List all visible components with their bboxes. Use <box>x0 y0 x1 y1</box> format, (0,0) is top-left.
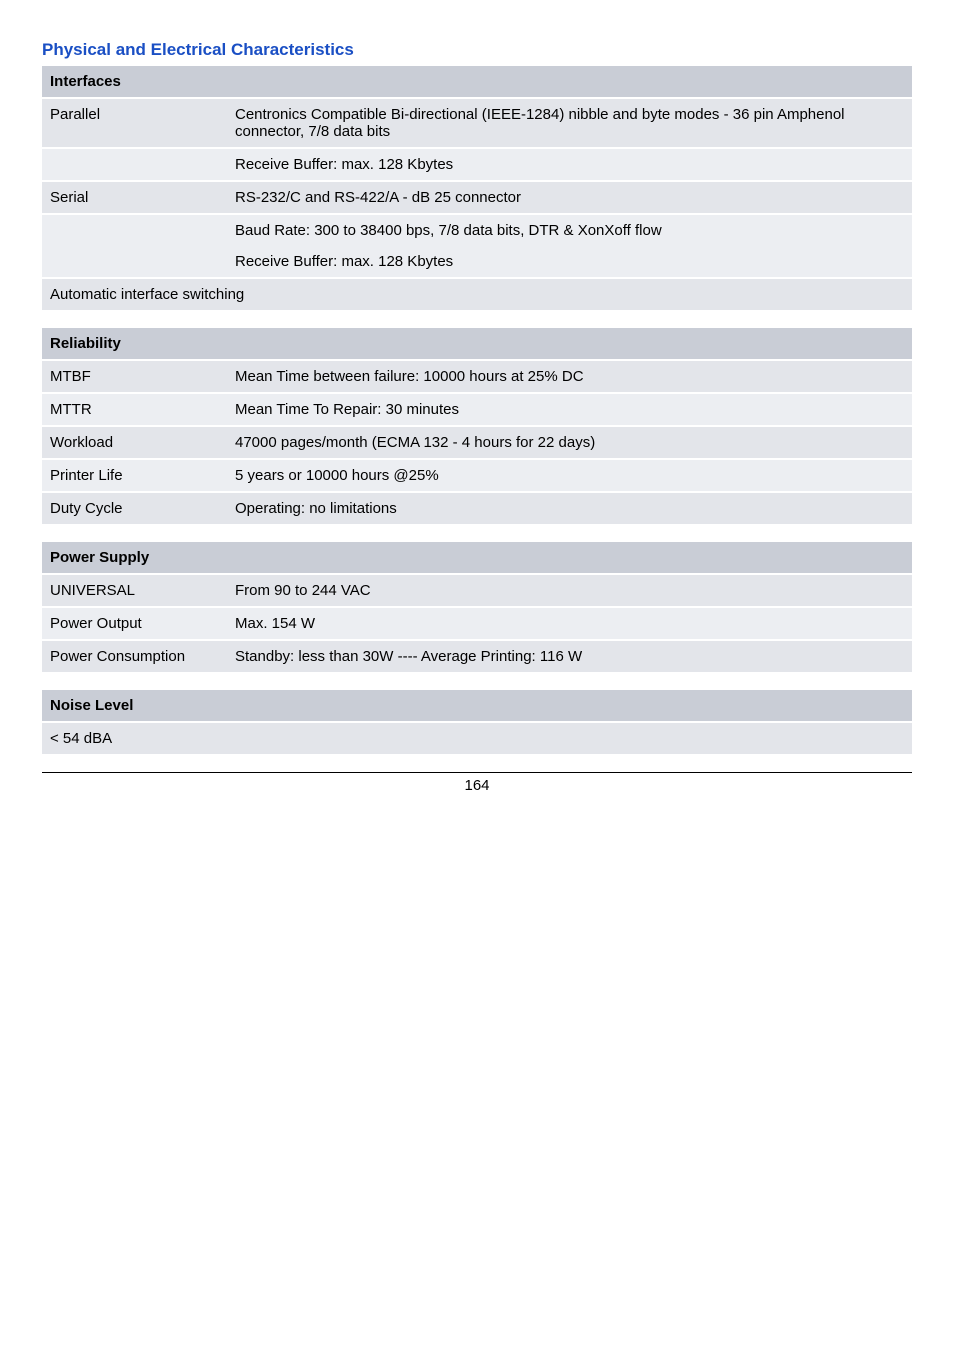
cell-value: Receive Buffer: max. 128 Kbytes <box>227 148 912 181</box>
table-row: Power Consumption Standby: less than 30W… <box>42 640 912 672</box>
reliability-header: Reliability <box>42 328 912 360</box>
table-row: Printer Life 5 years or 10000 hours @25% <box>42 459 912 492</box>
cell-label <box>42 246 227 278</box>
cell-value: RS-232/C and RS-422/A - dB 25 connector <box>227 181 912 214</box>
cell-value: 47000 pages/month (ECMA 132 - 4 hours fo… <box>227 426 912 459</box>
table-row: Workload 47000 pages/month (ECMA 132 - 4… <box>42 426 912 459</box>
cell-label: Printer Life <box>42 459 227 492</box>
cell-label: MTBF <box>42 360 227 393</box>
noise-level-table: Noise Level < 54 dBA <box>42 690 912 754</box>
cell-value: 5 years or 10000 hours @25% <box>227 459 912 492</box>
power-supply-header-row: Power Supply <box>42 542 912 574</box>
cell-value: Centronics Compatible Bi-directional (IE… <box>227 98 912 148</box>
table-row: Duty Cycle Operating: no limitations <box>42 492 912 524</box>
cell-value: From 90 to 244 VAC <box>227 574 912 607</box>
table-row: Baud Rate: 300 to 38400 bps, 7/8 data bi… <box>42 214 912 246</box>
cell-label: UNIVERSAL <box>42 574 227 607</box>
noise-level-header: Noise Level <box>42 690 912 722</box>
cell-value: < 54 dBA <box>42 722 912 754</box>
table-row: MTTR Mean Time To Repair: 30 minutes <box>42 393 912 426</box>
cell-label: Power Consumption <box>42 640 227 672</box>
power-supply-header: Power Supply <box>42 542 912 574</box>
reliability-table: Reliability MTBF Mean Time between failu… <box>42 328 912 524</box>
cell-label <box>42 148 227 181</box>
cell-value: Max. 154 W <box>227 607 912 640</box>
table-row: Serial RS-232/C and RS-422/A - dB 25 con… <box>42 181 912 214</box>
table-row: < 54 dBA <box>42 722 912 754</box>
interfaces-table: Interfaces Parallel Centronics Compatibl… <box>42 66 912 310</box>
cell-value: Baud Rate: 300 to 38400 bps, 7/8 data bi… <box>227 214 912 246</box>
page-number: 164 <box>42 772 912 794</box>
reliability-header-row: Reliability <box>42 328 912 360</box>
cell-label: MTTR <box>42 393 227 426</box>
section-title: Physical and Electrical Characteristics <box>42 40 912 60</box>
table-row: Receive Buffer: max. 128 Kbytes <box>42 246 912 278</box>
table-row: MTBF Mean Time between failure: 10000 ho… <box>42 360 912 393</box>
cell-label <box>42 214 227 246</box>
cell-label: Workload <box>42 426 227 459</box>
cell-value: Mean Time To Repair: 30 minutes <box>227 393 912 426</box>
cell-value: Standby: less than 30W ---- Average Prin… <box>227 640 912 672</box>
table-row: Power Output Max. 154 W <box>42 607 912 640</box>
cell-label: Serial <box>42 181 227 214</box>
power-supply-table: Power Supply UNIVERSAL From 90 to 244 VA… <box>42 542 912 672</box>
cell-value: Operating: no limitations <box>227 492 912 524</box>
table-row: UNIVERSAL From 90 to 244 VAC <box>42 574 912 607</box>
table-row: Parallel Centronics Compatible Bi-direct… <box>42 98 912 148</box>
interfaces-header: Interfaces <box>42 66 912 98</box>
noise-level-header-row: Noise Level <box>42 690 912 722</box>
cell-label: Duty Cycle <box>42 492 227 524</box>
cell-label: Power Output <box>42 607 227 640</box>
interfaces-footer: Automatic interface switching <box>42 278 912 310</box>
cell-label: Parallel <box>42 98 227 148</box>
cell-value: Receive Buffer: max. 128 Kbytes <box>227 246 912 278</box>
table-row: Receive Buffer: max. 128 Kbytes <box>42 148 912 181</box>
interfaces-footer-row: Automatic interface switching <box>42 278 912 310</box>
interfaces-header-row: Interfaces <box>42 66 912 98</box>
cell-value: Mean Time between failure: 10000 hours a… <box>227 360 912 393</box>
